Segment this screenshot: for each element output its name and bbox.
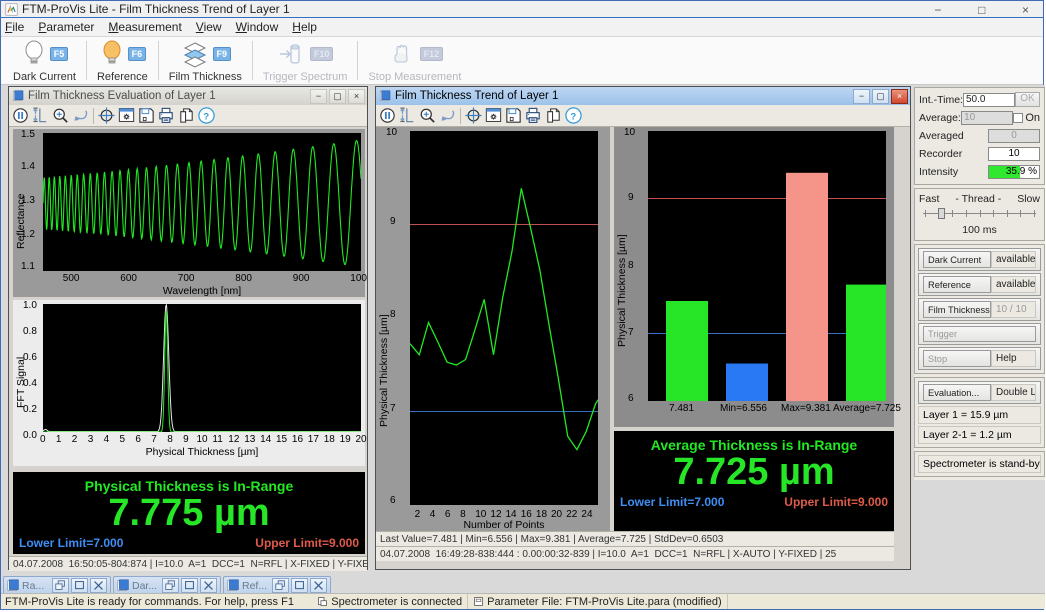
svg-text:?: ? [203,111,209,122]
svg-text:?: ? [570,111,576,122]
